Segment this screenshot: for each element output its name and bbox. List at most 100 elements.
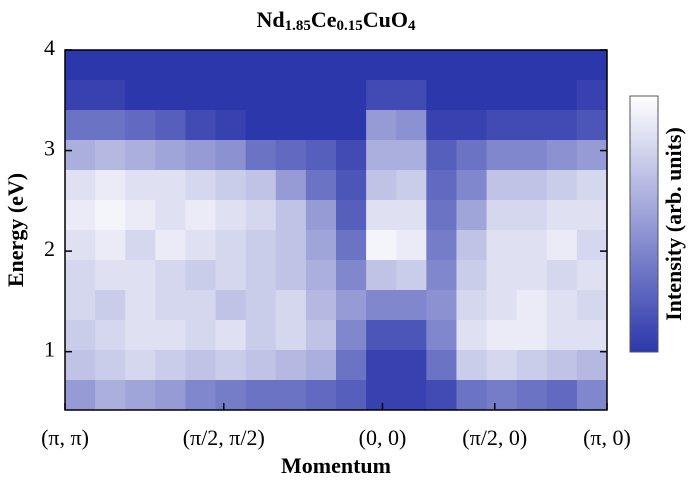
heatmap-cell <box>95 260 126 291</box>
heatmap-cell <box>215 50 247 81</box>
heatmap-cell <box>516 260 548 291</box>
plot-frame <box>64 49 608 411</box>
heatmap-cell <box>155 380 186 411</box>
title-sub: 0.15 <box>337 18 363 34</box>
heatmap-cell <box>185 200 217 231</box>
heatmap-cell <box>305 290 337 321</box>
heatmap-cell <box>275 50 307 81</box>
heatmap-cell <box>125 350 156 381</box>
heatmap-cell <box>185 320 217 351</box>
heatmap-cell <box>336 230 367 261</box>
heatmap-cell <box>426 200 457 231</box>
heatmap-cell <box>336 320 367 351</box>
heatmap-cell <box>366 230 397 261</box>
heatmap-cell <box>155 290 186 321</box>
heatmap-cell <box>185 260 217 291</box>
heatmap-cell <box>576 350 608 381</box>
heatmap-cell <box>275 200 307 231</box>
heatmap-cell <box>65 50 96 81</box>
heatmap-cell <box>396 110 427 141</box>
heatmap-cell <box>546 230 578 261</box>
heatmap-cell <box>65 380 96 411</box>
heatmap-cell <box>486 170 518 201</box>
heatmap-cell <box>456 50 488 81</box>
heatmap-cell <box>305 230 337 261</box>
colorbar <box>629 95 659 353</box>
heatmap-cell <box>65 320 96 351</box>
heatmap-cell <box>456 170 488 201</box>
heatmap-cell <box>185 80 217 111</box>
heatmap-cell <box>95 170 126 201</box>
heatmap-cell <box>275 290 307 321</box>
heatmap-cell <box>396 200 427 231</box>
heatmap-cell <box>215 260 247 291</box>
heatmap-cell <box>275 320 307 351</box>
heatmap-cell <box>215 350 247 381</box>
heatmap-cell <box>95 110 126 141</box>
heatmap-cell <box>155 170 186 201</box>
chart-title: Nd1.85Ce0.15CuO4 <box>256 7 416 34</box>
heatmap-cell <box>546 200 578 231</box>
heatmap-cell <box>336 170 367 201</box>
heatmap-cell <box>185 350 217 381</box>
heatmap-cell <box>576 320 608 351</box>
x-axis-label: Momentum <box>281 453 391 478</box>
heatmap-cell <box>546 350 578 381</box>
heatmap-cell <box>516 380 548 411</box>
heatmap-cell <box>366 380 397 411</box>
heatmap-cell <box>336 350 367 381</box>
heatmap-cell <box>366 350 397 381</box>
heatmap-cell <box>155 110 186 141</box>
heatmap-cell <box>215 80 247 111</box>
heatmap-cell <box>305 140 337 171</box>
heatmap-cell <box>215 380 247 411</box>
heatmap-cell <box>275 380 307 411</box>
heatmap-cell <box>546 140 578 171</box>
heatmap-cell <box>65 290 96 321</box>
heatmap-cell <box>215 290 247 321</box>
heatmap-cell <box>65 170 96 201</box>
heatmap-cell <box>125 290 156 321</box>
title-sub: 1.85 <box>285 18 311 34</box>
heatmap-cell <box>396 170 427 201</box>
heatmap-cell <box>155 350 186 381</box>
heatmap-cell <box>155 200 186 231</box>
heatmap-cell <box>245 170 277 201</box>
heatmap-cell <box>366 320 397 351</box>
heatmap-cell <box>155 80 186 111</box>
heatmap-cell <box>516 170 548 201</box>
heatmap-cell <box>215 140 247 171</box>
heatmap-cell <box>65 140 96 171</box>
heatmap-cell <box>366 200 397 231</box>
heatmap-cell <box>275 170 307 201</box>
heatmap-cell <box>245 350 277 381</box>
heatmap-cell <box>456 140 488 171</box>
heatmap-cell <box>65 260 96 291</box>
heatmap-cell <box>576 380 608 411</box>
heatmap-cell <box>215 110 247 141</box>
heatmap-cell <box>456 380 488 411</box>
heatmap-cell <box>486 320 518 351</box>
heatmap-cell <box>486 230 518 261</box>
heatmap-cell <box>576 260 608 291</box>
heatmap-cell <box>336 290 367 321</box>
heatmap-cell <box>456 110 488 141</box>
heatmap-cell <box>185 170 217 201</box>
heatmap-cell <box>516 140 548 171</box>
heatmap-cell <box>426 260 457 291</box>
heatmap-cell <box>516 230 548 261</box>
heatmap-cell <box>456 230 488 261</box>
heatmap-cell <box>576 110 608 141</box>
heatmap-cell <box>396 380 427 411</box>
x-tick-label: (π/2, 0) <box>462 425 527 450</box>
heatmap-cell <box>155 320 186 351</box>
heatmap-cell <box>486 290 518 321</box>
heatmap-cell <box>185 290 217 321</box>
heatmap-cell <box>576 170 608 201</box>
heatmap-cell <box>396 230 427 261</box>
heatmap-cell <box>456 200 488 231</box>
heatmap-cell <box>305 320 337 351</box>
heatmap-cell <box>396 350 427 381</box>
heatmap-cell <box>486 200 518 231</box>
y-tick-label: 4 <box>44 35 55 60</box>
